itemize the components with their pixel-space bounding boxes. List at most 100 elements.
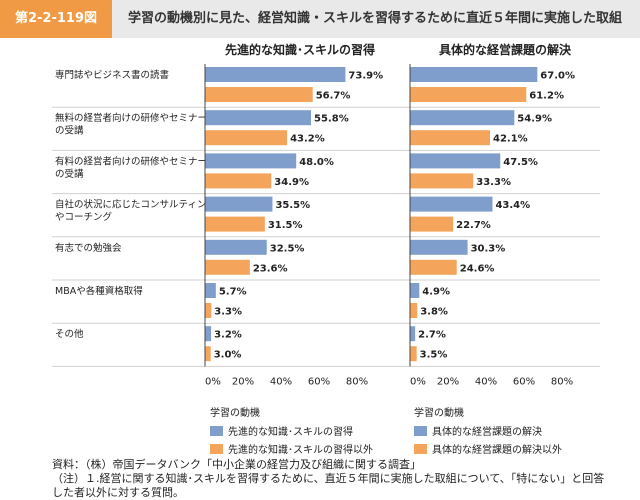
- data-label: 24.6%: [460, 263, 495, 274]
- data-label: 73.9%: [348, 71, 383, 82]
- bar: [205, 67, 346, 82]
- title-bar: 第2-2-119図 学習の動機別に見た、経営知識・スキルを習得するために直近５年…: [0, 0, 640, 38]
- tick-label: 0%: [205, 376, 221, 387]
- bar: [410, 326, 416, 342]
- bar-chart: 専門誌やビジネス書の読書無料の経営者向けの研修やセミナーの受講有料の経営者向けの…: [52, 42, 600, 387]
- category-label: やコーチング: [55, 211, 113, 223]
- data-label: 43.4%: [495, 200, 530, 211]
- data-label: 43.2%: [290, 134, 325, 145]
- bar: [410, 173, 474, 189]
- data-label: 3.5%: [420, 350, 448, 361]
- tick-label: 20%: [232, 376, 254, 387]
- data-label: 47.5%: [503, 157, 538, 168]
- category-label: 有料の経営者向けの研修やセミナー: [55, 155, 207, 167]
- data-label: 23.6%: [253, 263, 288, 274]
- bar: [205, 216, 265, 232]
- figure-number: 第2-2-119図: [0, 0, 112, 38]
- bar: [205, 153, 297, 169]
- bar: [205, 110, 312, 126]
- bar: [205, 346, 211, 362]
- footnote-continued: した者以外に対する質問。: [52, 486, 184, 499]
- bar: [205, 283, 216, 298]
- data-label: 42.1%: [493, 134, 528, 145]
- legend-heading: 学習の動機: [210, 408, 260, 419]
- bar: [410, 110, 515, 126]
- bar: [410, 196, 493, 212]
- legend-item-series2: 具体的な経営課題の解決以外: [414, 441, 562, 456]
- figure-title: 学習の動機別に見た、経営知識・スキルを習得するために直近５年間に実施した取組: [128, 11, 623, 26]
- legend-label: 先進的な知識･スキルの習得以外: [228, 445, 373, 456]
- bar: [410, 130, 490, 146]
- legend-label: 具体的な経営課題の解決: [432, 427, 542, 438]
- bar: [410, 303, 418, 318]
- data-label: 30.3%: [471, 243, 506, 254]
- bar: [205, 303, 212, 318]
- tick-label: 20%: [437, 376, 459, 387]
- tick-label: 0%: [410, 376, 426, 387]
- bar: [410, 153, 501, 169]
- data-label: 55.8%: [314, 114, 349, 125]
- bar: [410, 239, 468, 255]
- bar: [410, 67, 538, 82]
- legend-label: 先進的な知識･スキルの習得: [228, 427, 353, 438]
- data-label: 4.9%: [422, 287, 450, 298]
- bar: [410, 346, 417, 362]
- bar: [205, 173, 272, 189]
- data-label: 67.0%: [540, 71, 575, 82]
- category-label: 専門誌やビジネス書の読書: [55, 69, 169, 81]
- bar: [205, 87, 313, 102]
- panel-title: 具体的な経営課題の解決: [439, 42, 572, 57]
- data-label: 31.5%: [268, 220, 303, 231]
- category-label: MBAや各種資格取得: [55, 285, 143, 297]
- source-note: 資料：（株）帝国データバンク「中小企業の経営力及び組織に関する調査」: [52, 458, 422, 471]
- data-label: 22.7%: [456, 220, 491, 231]
- data-label: 35.5%: [275, 200, 310, 211]
- notes: 資料：（株）帝国データバンク「中小企業の経営力及び組織に関する調査」 （注）１.…: [52, 458, 604, 500]
- category-label: の受講: [55, 125, 84, 137]
- panel-title: 先進的な知識･スキルの習得: [225, 42, 375, 57]
- bar: [205, 259, 250, 275]
- bar: [410, 259, 457, 275]
- bar: [410, 216, 454, 232]
- data-label: 3.2%: [214, 330, 242, 341]
- category-label: 無料の経営者向けの研修やセミナー: [55, 112, 207, 124]
- footnote: （注）１.経営に関する知識･スキルを習得するために、直近５年間に実施した取組につ…: [52, 472, 605, 485]
- data-label: 3.3%: [214, 307, 242, 318]
- legend-right: 学習の動機 具体的な経営課題の解決 具体的な経営課題の解決以外: [414, 404, 562, 459]
- category-label: の受講: [55, 168, 84, 180]
- bar: [205, 326, 212, 342]
- data-label: 2.7%: [418, 330, 446, 341]
- legend-swatch-orange: [210, 443, 223, 454]
- legend-item-series2: 先進的な知識･スキルの習得以外: [210, 441, 373, 456]
- category-label: 自社の状況に応じたコンサルティング: [55, 199, 216, 211]
- legend-label: 具体的な経営課題の解決以外: [432, 445, 562, 456]
- legend-item-series1: 先進的な知識･スキルの習得: [210, 423, 373, 438]
- legend-left: 学習の動機 先進的な知識･スキルの習得 先進的な知識･スキルの習得以外: [210, 404, 373, 459]
- bar: [410, 283, 420, 298]
- data-label: 5.7%: [219, 287, 247, 298]
- data-label: 33.3%: [476, 177, 511, 188]
- data-label: 54.9%: [517, 114, 552, 125]
- legend-swatch-orange: [414, 443, 427, 454]
- legend-swatch-blue: [414, 425, 427, 436]
- bar: [410, 87, 527, 102]
- bar: [205, 239, 267, 255]
- data-label: 3.0%: [214, 350, 242, 361]
- data-label: 56.7%: [316, 91, 351, 102]
- legend-item-series1: 具体的な経営課題の解決: [414, 423, 562, 438]
- tick-label: 40%: [475, 376, 497, 387]
- category-label: 有志での勉強会: [55, 242, 122, 254]
- tick-label: 60%: [513, 376, 535, 387]
- data-label: 3.8%: [420, 307, 448, 318]
- data-label: 32.5%: [270, 243, 305, 254]
- legend-swatch-blue: [210, 425, 223, 436]
- tick-label: 80%: [346, 376, 368, 387]
- tick-label: 80%: [551, 376, 573, 387]
- bar: [205, 130, 288, 146]
- tick-label: 40%: [270, 376, 292, 387]
- data-label: 61.2%: [529, 91, 564, 102]
- data-label: 34.9%: [274, 177, 309, 188]
- legend-heading: 学習の動機: [414, 408, 464, 419]
- tick-label: 60%: [308, 376, 330, 387]
- category-label: その他: [55, 328, 84, 340]
